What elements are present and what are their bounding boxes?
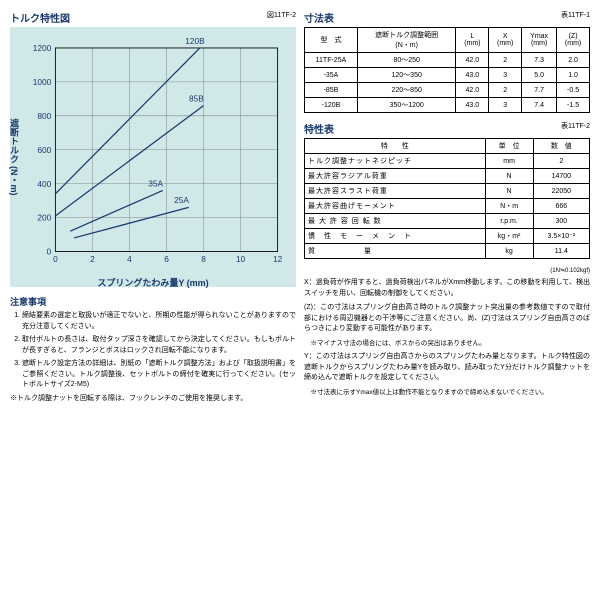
prop-title: 特性表 <box>304 121 334 136</box>
notes-list: 締結要素の選定と取扱いが適正でないと、所期の性能が得られないことがありますので充… <box>10 311 296 391</box>
prop-tbl-label: 表11TF-2 <box>561 121 590 136</box>
table-row: -35A120～35043.035.01.0 <box>305 68 590 83</box>
svg-text:12: 12 <box>273 254 283 264</box>
dim-tbl-label: 表11TF-1 <box>561 10 590 25</box>
svg-text:400: 400 <box>37 179 51 189</box>
x-axis-label: スプリングたわみ量Y (mm) <box>10 276 296 289</box>
table-header: 遮断トルク調整範囲(N・m) <box>357 28 456 53</box>
xyz-notes: X：過負荷が作用すると、過負荷検出パネルがXmm移動します。この移動を利用して、… <box>304 278 590 398</box>
svg-text:120B: 120B <box>185 36 205 46</box>
table-header: L(mm) <box>456 28 489 53</box>
dim-title: 寸法表 <box>304 10 334 25</box>
chart-title: トルク特性図 <box>10 10 70 25</box>
table-row: トルク調整ナットネジピッチmm2 <box>305 154 590 169</box>
table-header: X(mm) <box>489 28 522 53</box>
table-row: 11TF-25A80～25042.027.32.0 <box>305 53 590 68</box>
xyz-item: X：過負荷が作用すると、過負荷検出パネルがXmm移動します。この移動を利用して、… <box>304 278 590 299</box>
notes-heading: 注意事項 <box>10 295 296 308</box>
note-item: 取付ボルトの長さは、取付タップ深さを確認してから決定してください。もしもボルトが… <box>22 335 296 356</box>
dimension-table: 型 式遮断トルク調整範囲(N・m)L(mm)X(mm)Ymax(mm)(Z)(m… <box>304 27 590 113</box>
table-row: 慣 性 モ ー メ ン トkg・m²3.5×10⁻² <box>305 229 590 244</box>
svg-text:800: 800 <box>37 111 51 121</box>
svg-text:200: 200 <box>37 213 51 223</box>
svg-text:600: 600 <box>37 145 51 155</box>
table-header: 特 性 <box>305 139 486 154</box>
xyz-item: (Z)：この寸法はスプリング自由高さ時のトルク調整ナット突出量の参考数値ですので… <box>304 303 590 335</box>
svg-text:8: 8 <box>201 254 206 264</box>
unit-footnote: (1N≒0.102kgf) <box>304 267 590 274</box>
xyz-sub: ※寸法表に示すYmax値以上は動作不能となりますので締め込まないでください。 <box>304 388 590 398</box>
note-item: 締結要素の選定と取扱いが適正でないと、所期の性能が得られないことがありますので充… <box>22 311 296 332</box>
table-header: 数 値 <box>533 139 589 154</box>
table-row: 最大許容スラスト荷重N22050 <box>305 184 590 199</box>
torque-chart: 遮断トルク (N・m) 0 2 4 6 8 10 12 0 200 400 600 800 1000 12… <box>10 27 296 287</box>
svg-text:6: 6 <box>164 254 169 264</box>
table-header: (Z)(mm) <box>557 28 590 53</box>
table-row: 最 大 許 容 回 転 数r.p.m.300 <box>305 214 590 229</box>
svg-text:25A: 25A <box>174 195 189 205</box>
xyz-sub: ※マイナス寸法の場合には、ボスからの突出はありません。 <box>304 339 590 349</box>
table-row: -120B350～120043.037.4-1.5 <box>305 98 590 113</box>
table-row: 最大許容曲げモーメントN・m666 <box>305 199 590 214</box>
notes-footer: ※トルク調整ナットを回転する際は、フックレンチのご使用を推奨します。 <box>10 394 296 405</box>
svg-text:0: 0 <box>53 254 58 264</box>
table-header: Ymax(mm) <box>522 28 557 53</box>
table-row: 最大許容ラジアル荷重N14700 <box>305 169 590 184</box>
table-header: 単 位 <box>485 139 533 154</box>
table-header: 型 式 <box>305 28 358 53</box>
svg-text:1200: 1200 <box>33 43 52 53</box>
svg-text:2: 2 <box>90 254 95 264</box>
xyz-item: Y：この寸法はスプリング自由高さからのスプリングたわみ量となります。トルク特性図… <box>304 352 590 384</box>
svg-text:1000: 1000 <box>33 77 52 87</box>
svg-text:35A: 35A <box>148 178 163 188</box>
svg-text:4: 4 <box>127 254 132 264</box>
svg-text:10: 10 <box>236 254 246 264</box>
svg-text:0: 0 <box>47 247 52 257</box>
note-item: 遮断トルク設定方法の詳細は、別紙の「遮断トルク調整方法」および「取扱説明書」をご… <box>22 359 296 391</box>
table-row: 質 量kg11.4 <box>305 244 590 259</box>
svg-text:85B: 85B <box>189 93 204 103</box>
fig-label: 図11TF-2 <box>267 10 296 25</box>
y-axis-label: 遮断トルク (N・m) <box>8 119 21 196</box>
property-table: 特 性単 位数 値トルク調整ナットネジピッチmm2最大許容ラジアル荷重N1470… <box>304 138 590 259</box>
table-row: -85B220～85042.027.7-0.5 <box>305 83 590 98</box>
